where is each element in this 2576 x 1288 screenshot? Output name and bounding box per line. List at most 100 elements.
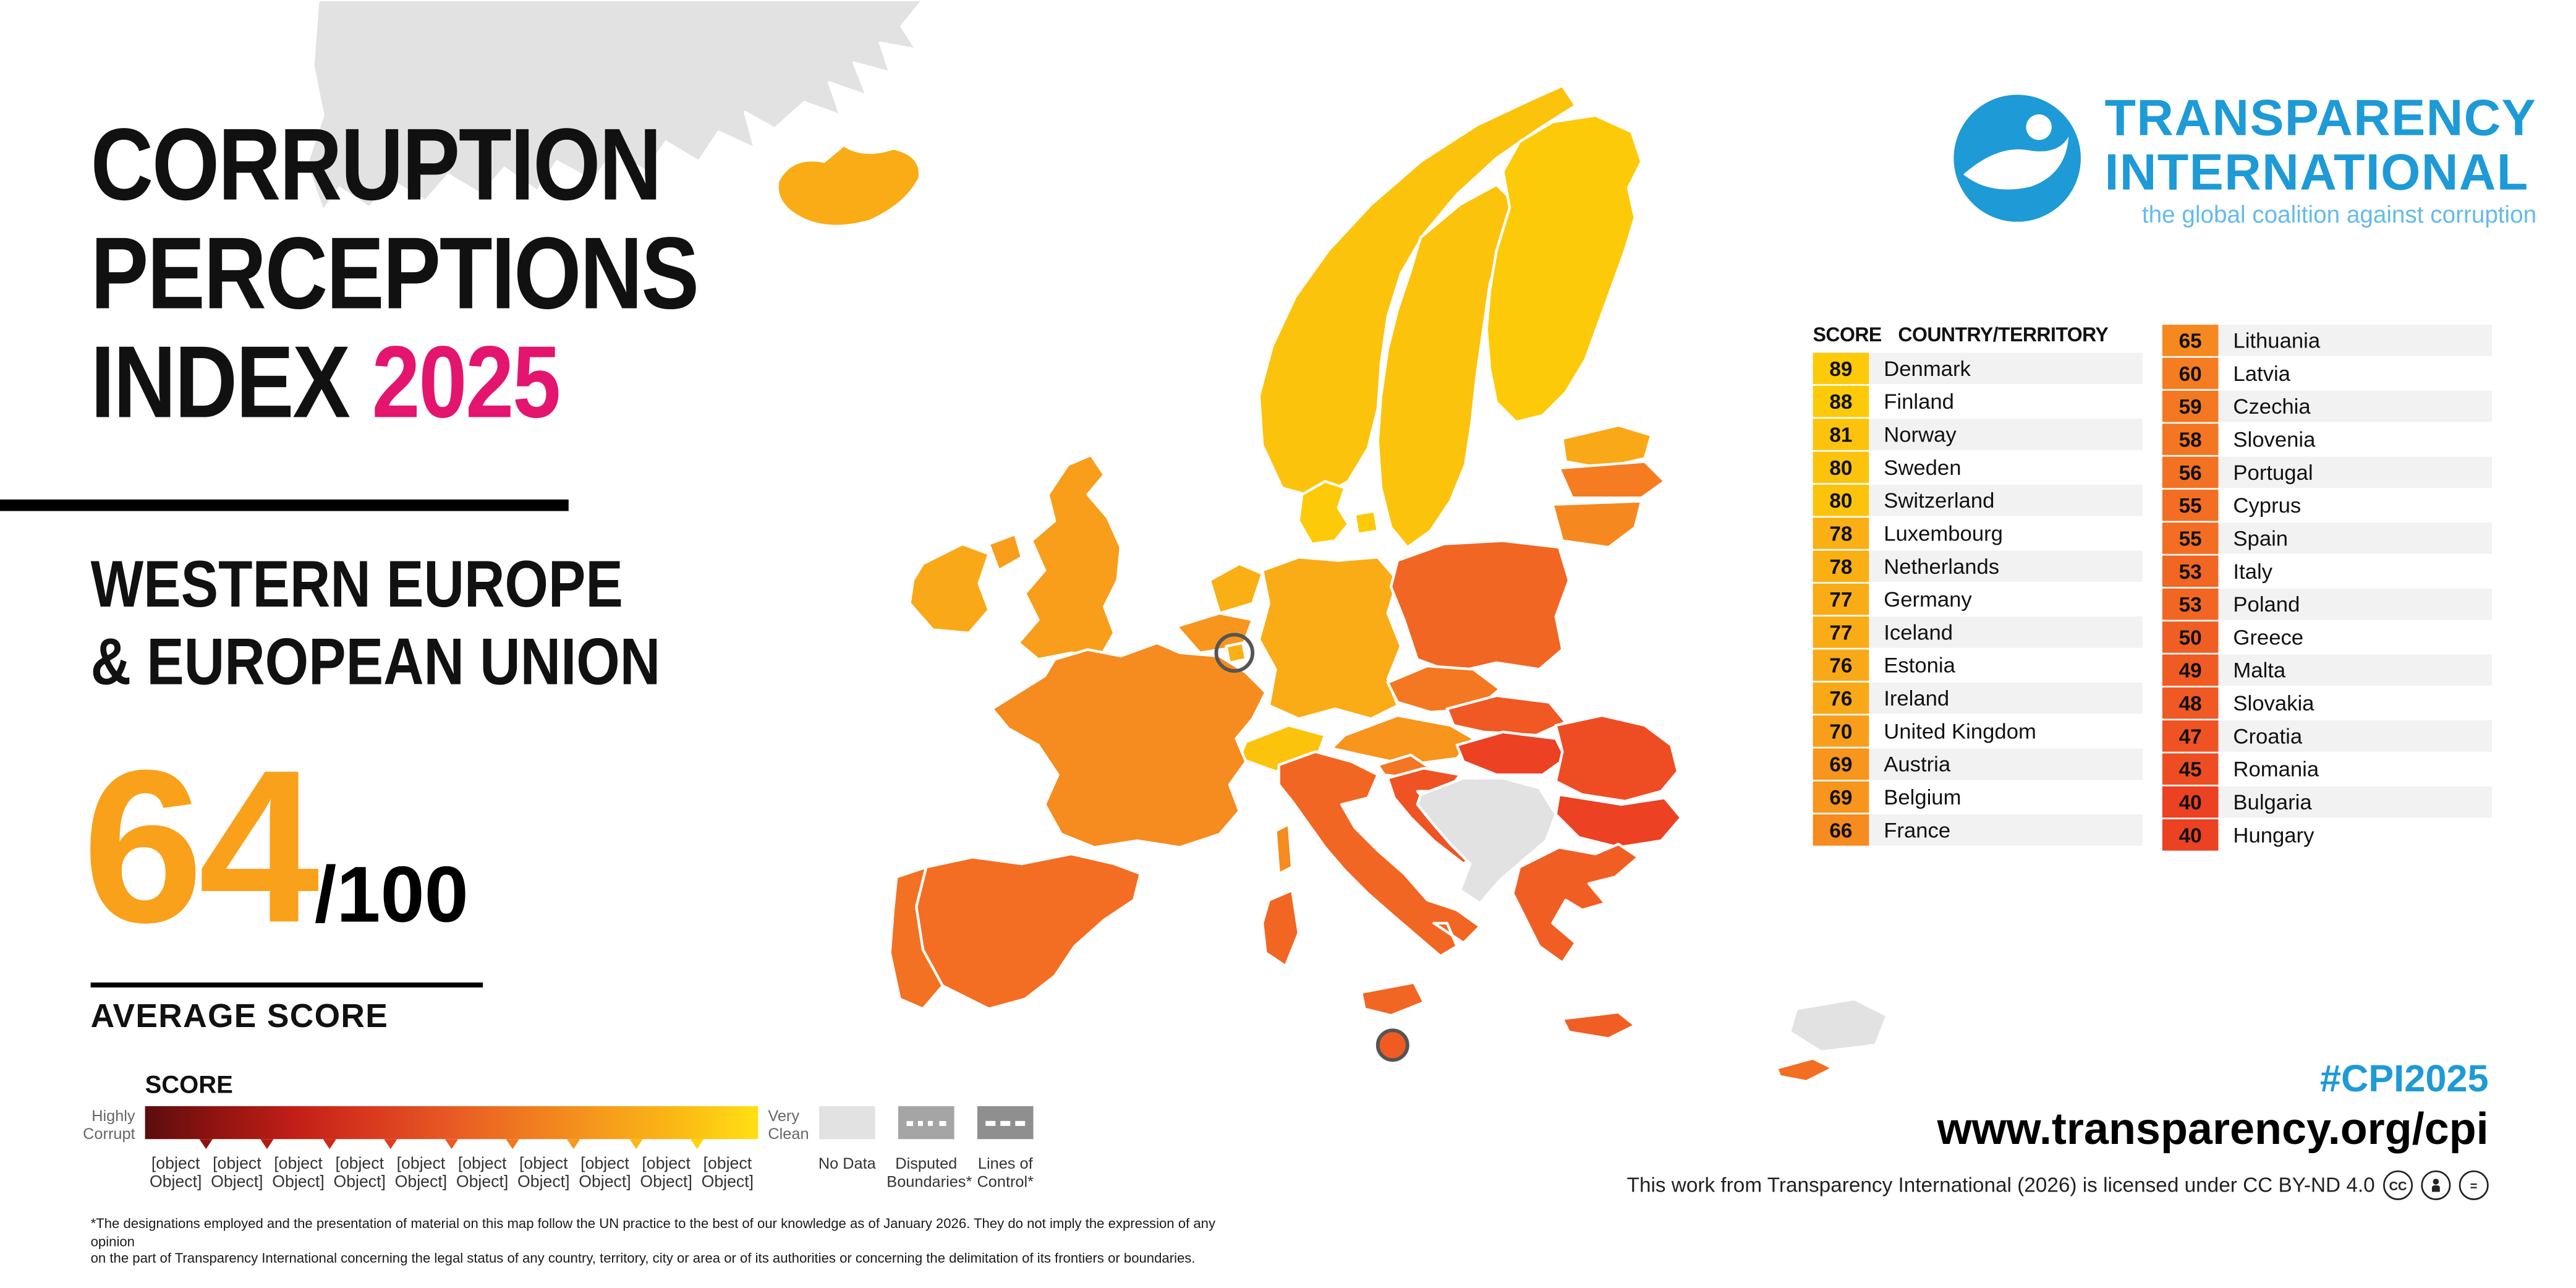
- map-country-denmark: [1297, 480, 1350, 545]
- score-badge: 81: [1813, 419, 1869, 450]
- legend-high-label: Very Clean: [768, 1107, 809, 1145]
- table-row: 88 Finland: [1813, 385, 2143, 417]
- score-badge: 70: [1813, 715, 1869, 747]
- score-badge: 55: [2162, 522, 2219, 554]
- hashtag: #CPI2025: [2319, 1056, 2489, 1100]
- map-country-germany: [1257, 555, 1403, 720]
- score-range-label: [object Object]: [272, 1155, 325, 1192]
- table-row: 48 Slovakia: [2162, 687, 2492, 719]
- map-country-cyprus: [1775, 1057, 1834, 1083]
- score-range-label: [object Object]: [456, 1155, 509, 1192]
- score-badge: 80: [1813, 451, 1869, 484]
- region-heading: WESTERN EUROPE & EUROPEAN UNION: [91, 547, 661, 702]
- gradient-ticks: [145, 1139, 759, 1151]
- map-region-northern-ireland: [987, 532, 1024, 572]
- score-badge: 59: [2162, 390, 2219, 422]
- score-badge: 60: [2162, 357, 2219, 390]
- average-score-value: 64: [82, 725, 319, 968]
- country-name: Netherlands: [1884, 553, 2000, 579]
- table-row: 69 Belgium: [1813, 781, 2143, 813]
- map-country-hungary: [1455, 730, 1567, 777]
- cc-nd-icon: =: [2459, 1170, 2489, 1200]
- country-name: Luxembourg: [1884, 521, 2003, 546]
- country-name: Portugal: [2233, 459, 2313, 485]
- country-name: Ireland: [1884, 686, 1950, 711]
- country-name: Slovenia: [2233, 427, 2316, 452]
- map-country-france: [990, 641, 1267, 849]
- table-row: 59 Czechia: [2162, 390, 2492, 422]
- score-badge: 65: [2162, 325, 2219, 356]
- score-badge: 77: [1813, 583, 1869, 615]
- score-badge: 50: [2162, 621, 2219, 653]
- score-header: SCORE: [1813, 323, 1882, 346]
- country-name: Malta: [2233, 657, 2286, 683]
- average-score-label: AVERAGE SCORE: [90, 999, 389, 1036]
- table-header: SCORE COUNTRY/TERRITORY: [1813, 323, 2109, 346]
- no-data-swatch: [819, 1106, 875, 1140]
- country-header: COUNTRY/TERRITORY: [1898, 323, 2109, 346]
- map-country-slovakia: [1445, 694, 1567, 737]
- map-country-finland: [1485, 114, 1643, 424]
- title-line-3: INDEX 2025: [90, 326, 561, 440]
- table-row: 77 Germany: [1813, 583, 2143, 615]
- table-row: 78 Netherlands: [1813, 550, 2143, 582]
- score-badge: 48: [2162, 687, 2219, 719]
- cpi-url: www.transparency.org/cpi: [1937, 1104, 2489, 1154]
- table-row: 78 Luxembourg: [1813, 518, 2143, 549]
- country-name: Italy: [2233, 558, 2272, 584]
- country-name: Croatia: [2233, 723, 2303, 749]
- cc-by-icon: [2421, 1170, 2451, 1200]
- score-badge: 55: [2162, 489, 2219, 521]
- country-name: Hungary: [2233, 822, 2315, 848]
- table-row: 58 Slovenia: [2162, 424, 2492, 455]
- score-badge: 78: [1813, 518, 1869, 549]
- title-line-1: CORRUPTION: [90, 108, 662, 223]
- country-name: Estonia: [1884, 652, 1955, 678]
- score-badge: 47: [2162, 720, 2219, 752]
- score-badge: 76: [1813, 649, 1869, 681]
- country-name: Poland: [2233, 592, 2300, 617]
- country-name: Romania: [2233, 756, 2319, 782]
- map-country-united-kingdom: [1017, 453, 1123, 661]
- country-name: Austria: [1884, 751, 1951, 777]
- country-name: Finland: [1884, 389, 1954, 414]
- map-country-estonia: [1561, 424, 1653, 470]
- score-badge: 45: [2162, 753, 2219, 785]
- score-table-col2: 65 Lithuania 60 Latvia 59 Czechia 58 Slo…: [2162, 325, 2492, 852]
- score-badge: 76: [1813, 682, 1869, 714]
- table-row: 81 Norway: [1813, 419, 2143, 450]
- map-marker-luxembourg: [1214, 633, 1255, 673]
- score-badge: 80: [1813, 484, 1869, 516]
- map-marker-malta: [1375, 1028, 1409, 1062]
- score-badge: 69: [1813, 748, 1869, 780]
- table-row: 45 Romania: [2162, 753, 2492, 785]
- country-name: Latvia: [2233, 360, 2290, 386]
- map-country-luxembourg: [1225, 641, 1248, 664]
- title-divider: [0, 499, 569, 511]
- score-badge: 53: [2162, 555, 2219, 587]
- country-name: Denmark: [1884, 356, 1971, 381]
- country-name: Iceland: [1884, 620, 1953, 645]
- score-range-label: [object Object]: [640, 1155, 692, 1192]
- score-range-label: [object Object]: [701, 1155, 754, 1192]
- region-line-1: WESTERN EUROPE: [90, 548, 623, 622]
- map-country-spain: [915, 852, 1142, 1010]
- map-country-bulgaria: [1554, 793, 1683, 849]
- table-row: 53 Italy: [2162, 555, 2492, 587]
- table-row: 89 Denmark: [1813, 352, 2143, 385]
- map-region-crete: [1561, 1010, 1636, 1040]
- score-range-label: [object Object]: [394, 1155, 448, 1192]
- score-badge: 56: [2162, 456, 2219, 488]
- score-badge: 66: [1813, 814, 1869, 846]
- score-badge: 40: [2162, 819, 2219, 851]
- map-country-greece: [1511, 842, 1640, 965]
- table-row: 47 Croatia: [2162, 720, 2492, 752]
- table-row: 66 France: [1813, 814, 2143, 846]
- table-row: 60 Latvia: [2162, 357, 2492, 390]
- map-country-ireland: [908, 542, 990, 634]
- title-year: 2025: [372, 326, 561, 440]
- table-row: 55 Cyprus: [2162, 489, 2492, 521]
- score-range-label: [object Object]: [517, 1155, 570, 1192]
- score-range-label: [object Object]: [149, 1155, 202, 1192]
